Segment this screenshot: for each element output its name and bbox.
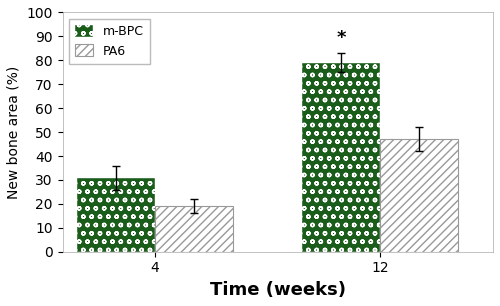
Bar [302, 63, 380, 252]
Legend: m-BPC, PA6: m-BPC, PA6 [69, 19, 150, 64]
X-axis label: Time (weeks): Time (weeks) [210, 281, 346, 299]
Text: *: * [336, 29, 346, 47]
Y-axis label: New bone area (%): New bone area (%) [7, 65, 21, 199]
Bar [77, 177, 155, 252]
Bar [155, 206, 232, 252]
Bar [380, 139, 458, 252]
